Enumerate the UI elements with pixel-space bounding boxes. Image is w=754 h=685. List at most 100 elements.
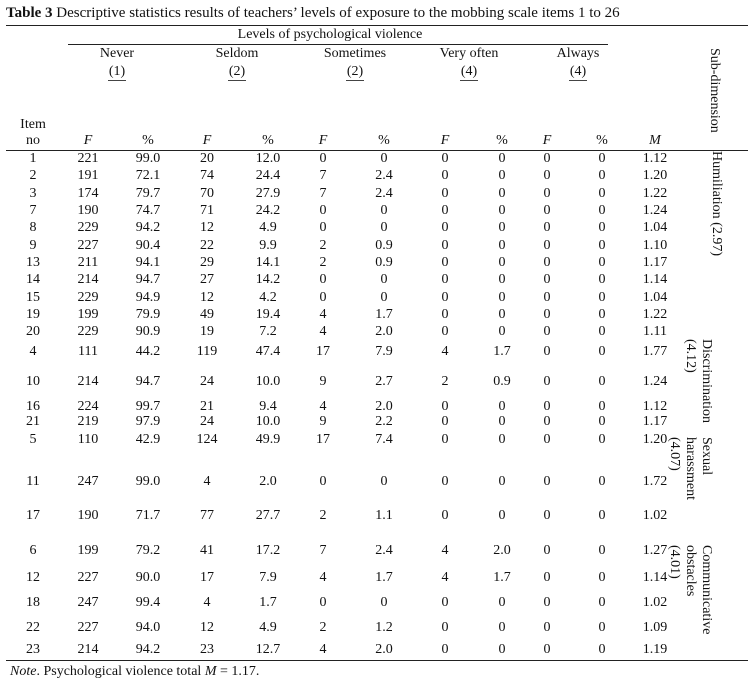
sometimes-pct-cell: 0 <box>380 203 388 218</box>
table-row: 11 247 99.0 4 2.0 0 0 0 0 0 0 1.72 <box>0 474 754 490</box>
seldom-pct-cell: 19.4 <box>255 307 281 322</box>
sometimes-f-cell: 0 <box>319 290 327 305</box>
never-pct-cell: 99.0 <box>135 151 161 166</box>
sometimes-f-cell: 9 <box>319 414 327 429</box>
seldom-pct-cell: 4.9 <box>259 220 277 235</box>
very-often-pct-cell: 0 <box>498 399 506 414</box>
seldom-pct-cell: 12.7 <box>255 642 281 657</box>
always-pct-cell: 0 <box>598 255 606 270</box>
frequency-column-header: F <box>83 133 93 148</box>
very-often-pct-cell: 0 <box>498 186 506 201</box>
item-no-cell: 21 <box>26 414 40 429</box>
very-often-pct-cell: 0.9 <box>493 374 511 389</box>
item-no-header-line2: no <box>26 133 40 148</box>
never-pct-cell: 99.4 <box>135 595 161 610</box>
never-pct-cell: 71.7 <box>135 508 161 523</box>
top-rule <box>6 25 748 26</box>
seldom-pct-cell: 7.2 <box>259 324 277 339</box>
subdimension-label: Humiliation (2.97) <box>708 151 724 256</box>
sometimes-pct-cell: 2.4 <box>375 186 393 201</box>
level-name: Sometimes <box>323 46 387 61</box>
seldom-pct-cell: 2.0 <box>259 474 277 489</box>
mean-cell: 1.04 <box>642 220 668 235</box>
seldom-f-cell: 12 <box>200 290 214 305</box>
sometimes-pct-cell: 1.7 <box>375 570 393 585</box>
sometimes-pct-cell: 1.2 <box>375 620 393 635</box>
sometimes-pct-cell: 0 <box>380 151 388 166</box>
always-f-cell: 0 <box>543 151 551 166</box>
seldom-pct-cell: 10.0 <box>255 374 281 389</box>
mean-column-header: M <box>649 133 661 148</box>
always-pct-cell: 0 <box>598 220 606 235</box>
very-often-f-cell: 0 <box>441 220 449 235</box>
level-name: Never <box>99 46 135 61</box>
always-pct-cell: 0 <box>598 508 606 523</box>
never-pct-cell: 79.2 <box>135 543 161 558</box>
never-pct-cell: 99.0 <box>135 474 161 489</box>
sometimes-f-cell: 4 <box>319 307 327 322</box>
subdimension-label-line: (4.12) <box>683 339 698 373</box>
seldom-pct-cell: 7.9 <box>259 570 277 585</box>
sometimes-f-cell: 7 <box>319 186 327 201</box>
item-no-cell: 12 <box>26 570 40 585</box>
mean-cell: 1.04 <box>642 290 668 305</box>
never-pct-cell: 74.7 <box>135 203 161 218</box>
sometimes-pct-cell: 0 <box>380 220 388 235</box>
seldom-f-cell: 20 <box>200 151 214 166</box>
sometimes-pct-cell: 2.4 <box>375 168 393 183</box>
seldom-pct-cell: 10.0 <box>255 414 281 429</box>
always-f-cell: 0 <box>543 255 551 270</box>
level-code: (2) <box>228 64 246 79</box>
mean-cell: 1.17 <box>642 255 668 270</box>
sometimes-pct-cell: 0 <box>380 290 388 305</box>
seldom-pct-cell: 14.1 <box>255 255 281 270</box>
subdimension-label-line: Discrimination <box>699 339 714 423</box>
sometimes-pct-cell: 2.0 <box>375 399 393 414</box>
never-f-cell: 111 <box>78 344 98 359</box>
sometimes-f-cell: 0 <box>319 272 327 287</box>
table-row: 4 111 44.2 119 47.4 17 7.9 4 1.7 0 0 1.77 <box>0 344 754 360</box>
level-code-underline <box>108 80 126 81</box>
table-note: Note. Psychological violence total M = 1… <box>10 664 259 680</box>
item-no-cell: 5 <box>29 432 37 447</box>
mean-cell: 1.09 <box>642 620 668 635</box>
very-often-pct-cell: 0 <box>498 432 506 447</box>
item-no-cell: 20 <box>26 324 40 339</box>
seldom-pct-cell: 4.9 <box>259 620 277 635</box>
very-often-pct-cell: 1.7 <box>493 570 511 585</box>
seldom-pct-cell: 4.2 <box>259 290 277 305</box>
seldom-f-cell: 41 <box>200 543 214 558</box>
item-no-cell: 2 <box>29 168 37 183</box>
always-pct-cell: 0 <box>598 399 606 414</box>
sometimes-f-cell: 7 <box>319 543 327 558</box>
always-f-cell: 0 <box>543 324 551 339</box>
level-code-underline <box>460 80 478 81</box>
seldom-f-cell: 71 <box>200 203 214 218</box>
very-often-pct-cell: 0 <box>498 151 506 166</box>
item-no-cell: 13 <box>26 255 40 270</box>
sometimes-pct-cell: 2.0 <box>375 324 393 339</box>
mean-cell: 1.10 <box>642 238 668 253</box>
note-text-after: = 1.17. <box>216 664 260 679</box>
seldom-f-cell: 29 <box>200 255 214 270</box>
seldom-pct-cell: 17.2 <box>255 543 281 558</box>
very-often-f-cell: 0 <box>441 474 449 489</box>
seldom-f-cell: 12 <box>200 220 214 235</box>
always-pct-cell: 0 <box>598 238 606 253</box>
frequency-column-header: F <box>440 133 450 148</box>
seldom-f-cell: 23 <box>200 642 214 657</box>
mean-cell: 1.22 <box>642 307 668 322</box>
item-no-cell: 10 <box>26 374 40 389</box>
mean-cell: 1.19 <box>642 642 668 657</box>
very-often-f-cell: 0 <box>441 399 449 414</box>
sometimes-f-cell: 2 <box>319 255 327 270</box>
seldom-pct-cell: 47.4 <box>255 344 281 359</box>
always-pct-cell: 0 <box>598 474 606 489</box>
note-text-before: . Psychological violence total <box>36 664 205 679</box>
very-often-f-cell: 0 <box>441 508 449 523</box>
frequency-column-header: F <box>202 133 212 148</box>
table-row: 5 110 42.9 124 49.9 17 7.4 0 0 0 0 1.20 <box>0 432 754 448</box>
seldom-f-cell: 19 <box>200 324 214 339</box>
sometimes-pct-cell: 2.2 <box>375 414 393 429</box>
table-row: 19 199 79.9 49 19.4 4 1.7 0 0 0 0 1.22 <box>0 307 754 323</box>
